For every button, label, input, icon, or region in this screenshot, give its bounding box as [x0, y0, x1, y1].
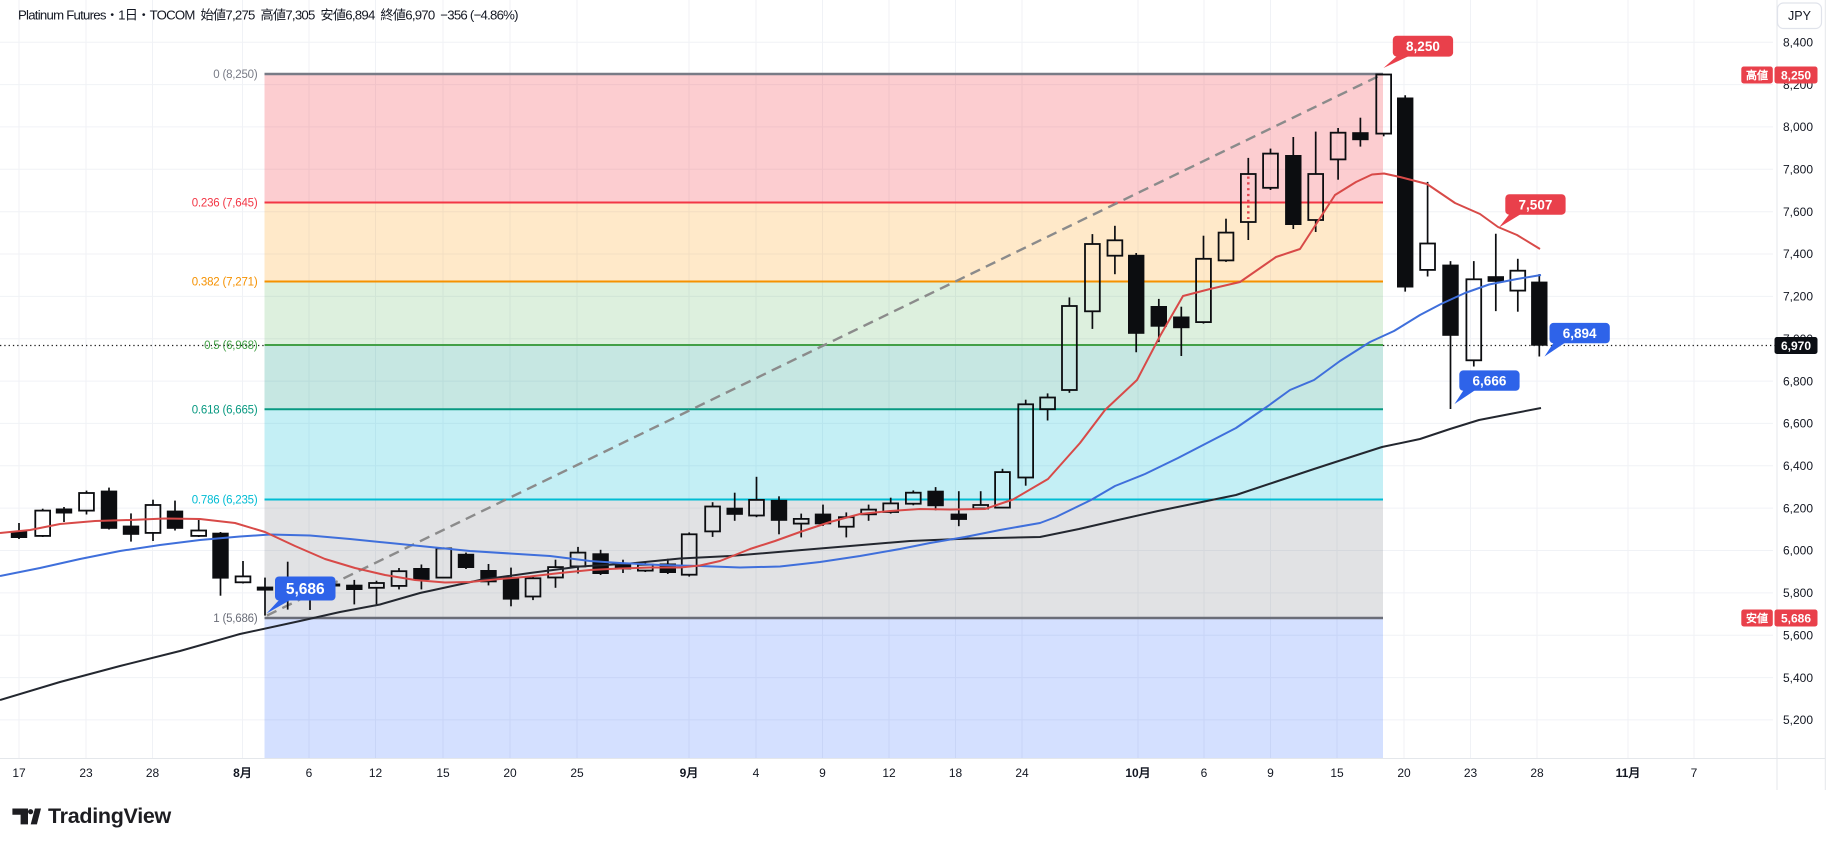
svg-text:6,200: 6,200: [1783, 501, 1813, 515]
svg-text:0.786 (6,235): 0.786 (6,235): [192, 495, 258, 507]
svg-text:6,800: 6,800: [1783, 374, 1813, 388]
svg-text:12: 12: [369, 766, 383, 780]
svg-text:1 (5,686): 1 (5,686): [213, 613, 258, 625]
svg-text:6,894: 6,894: [1563, 326, 1597, 341]
svg-text:6,000: 6,000: [1783, 544, 1813, 558]
svg-text:0.618 (6,665): 0.618 (6,665): [192, 404, 258, 416]
svg-text:5,686: 5,686: [1781, 611, 1811, 625]
svg-text:安値: 安値: [1746, 611, 1768, 625]
svg-text:5,600: 5,600: [1783, 628, 1813, 642]
svg-text:4: 4: [753, 766, 760, 780]
svg-text:6,666: 6,666: [1473, 374, 1507, 389]
svg-text:17: 17: [12, 766, 26, 780]
svg-text:12: 12: [882, 766, 896, 780]
svg-text:7,800: 7,800: [1783, 163, 1813, 177]
svg-text:9月: 9月: [680, 766, 699, 780]
svg-text:15: 15: [436, 766, 450, 780]
svg-text:JPY: JPY: [1788, 9, 1812, 23]
svg-text:7,507: 7,507: [1519, 197, 1553, 212]
svg-text:5,400: 5,400: [1783, 671, 1813, 685]
svg-text:8,250: 8,250: [1406, 39, 1440, 54]
svg-text:0.382 (7,271): 0.382 (7,271): [192, 277, 258, 289]
svg-text:6: 6: [1201, 766, 1208, 780]
svg-text:25: 25: [570, 766, 584, 780]
svg-text:6,970: 6,970: [1781, 339, 1811, 353]
svg-text:23: 23: [1464, 766, 1478, 780]
svg-text:6,600: 6,600: [1783, 417, 1813, 431]
svg-text:5,200: 5,200: [1783, 713, 1813, 727]
svg-text:28: 28: [1530, 766, 1544, 780]
svg-text:20: 20: [503, 766, 517, 780]
svg-text:TradingView: TradingView: [48, 804, 172, 828]
svg-text:7,200: 7,200: [1783, 290, 1813, 304]
svg-text:7,600: 7,600: [1783, 205, 1813, 219]
svg-text:28: 28: [146, 766, 160, 780]
svg-text:7: 7: [1691, 766, 1698, 780]
svg-text:9: 9: [819, 766, 826, 780]
svg-text:6: 6: [306, 766, 313, 780]
svg-text:6,400: 6,400: [1783, 459, 1813, 473]
svg-text:0.5 (6,968): 0.5 (6,968): [204, 340, 258, 352]
svg-text:8月: 8月: [233, 766, 252, 780]
svg-text:15: 15: [1330, 766, 1344, 780]
svg-text:10月: 10月: [1125, 766, 1150, 780]
svg-text:8,400: 8,400: [1783, 35, 1813, 49]
svg-text:Platinum Futures・1日・TOCOM 始値7: Platinum Futures・1日・TOCOM 始値7,275 高値7,30…: [18, 7, 518, 23]
svg-text:23: 23: [79, 766, 93, 780]
svg-text:高値: 高値: [1746, 68, 1768, 82]
svg-text:20: 20: [1397, 766, 1411, 780]
svg-text:5,686: 5,686: [286, 581, 325, 598]
svg-text:5,800: 5,800: [1783, 586, 1813, 600]
svg-text:8,000: 8,000: [1783, 120, 1813, 134]
svg-text:11月: 11月: [1616, 766, 1641, 780]
svg-text:24: 24: [1015, 766, 1029, 780]
svg-text:9: 9: [1267, 766, 1274, 780]
svg-text:8,250: 8,250: [1781, 68, 1811, 82]
svg-text:7,400: 7,400: [1783, 247, 1813, 261]
svg-text:0 (8,250): 0 (8,250): [213, 69, 258, 81]
svg-text:0.236 (7,645): 0.236 (7,645): [192, 198, 258, 210]
svg-text:18: 18: [949, 766, 963, 780]
